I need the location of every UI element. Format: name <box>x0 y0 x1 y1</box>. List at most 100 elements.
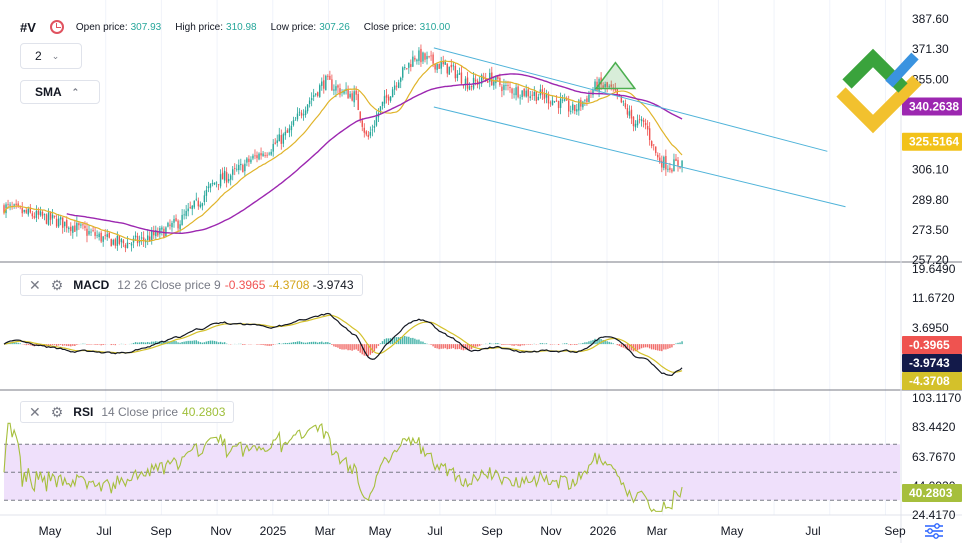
macd-hist-bar <box>387 338 390 345</box>
candle-body <box>485 78 487 80</box>
macd-hist-bar <box>175 341 177 345</box>
candle-body <box>359 111 361 120</box>
candle-body <box>258 153 260 160</box>
candle-body <box>104 234 106 236</box>
candle-body <box>130 243 133 246</box>
candle-body <box>671 169 673 172</box>
open-value: 307.93 <box>130 21 162 33</box>
macd-hist-bar <box>25 344 27 346</box>
macd-hist-bar <box>383 339 386 345</box>
macd-hist-bar <box>256 344 258 345</box>
macd-hist-bar <box>76 344 78 345</box>
macd-hist-bar <box>59 344 62 345</box>
candle-body <box>45 214 48 224</box>
candle-body <box>353 91 355 103</box>
macd-hist-bar <box>377 344 380 346</box>
macd-hist-bar <box>173 340 175 345</box>
candle-body <box>187 208 189 212</box>
clock-icon[interactable] <box>49 20 64 34</box>
macd-hist-bar <box>302 342 305 345</box>
candle-body <box>61 217 64 228</box>
macd-legend: ✕ ⚙ MACD 12 26 Close price 9 -0.3965 -4.… <box>20 274 363 296</box>
candle-body <box>29 207 32 213</box>
macd-hist-bar <box>661 344 663 352</box>
gear-icon[interactable]: ⚙ <box>50 403 64 420</box>
macd-hist-bar <box>667 344 669 349</box>
macd-hist-bar <box>642 344 645 348</box>
candle-body <box>284 131 287 136</box>
candle-body <box>236 168 238 170</box>
macd-hist-bar <box>622 344 625 348</box>
macd-hist-bar <box>416 339 418 345</box>
candle-body <box>153 231 155 236</box>
macd-hist-bar <box>650 344 653 350</box>
macd-hist-bar <box>185 341 187 345</box>
macd-hist-bar <box>300 341 303 345</box>
macd-hist-bar <box>519 344 521 347</box>
candle-body <box>238 164 240 171</box>
macd-hist-bar <box>460 344 463 350</box>
candle-body <box>655 146 657 154</box>
time-tick-label: Jul <box>427 524 442 538</box>
gear-icon[interactable]: ⚙ <box>50 276 64 293</box>
candle-body <box>203 195 206 203</box>
close-icon[interactable]: ✕ <box>29 403 41 420</box>
macd-hist-bar <box>523 344 525 346</box>
candle-body <box>669 167 671 170</box>
candle-body <box>317 92 319 96</box>
candle-body <box>88 231 90 235</box>
macd-hist-bar <box>580 343 582 345</box>
candle-body <box>112 239 115 245</box>
candle-body <box>614 88 616 91</box>
interval-selector[interactable]: 2 ⌄ <box>20 43 82 69</box>
candle-body <box>400 77 402 82</box>
macd-hist-bar <box>367 344 370 357</box>
sliders-icon[interactable] <box>924 522 944 540</box>
macd-hist-bar <box>412 337 414 345</box>
macd-hist-bar <box>49 344 52 346</box>
candle-body <box>537 96 540 101</box>
macd-hist-bar <box>406 336 408 345</box>
rsi-name: RSI <box>73 405 94 419</box>
time-tick-label: 2025 <box>260 524 287 538</box>
macd-hist-bar <box>620 344 623 348</box>
candle-body <box>244 163 246 172</box>
candle-body <box>35 210 38 218</box>
macd-hist-bar <box>242 344 244 345</box>
macd-hist-bar <box>418 339 420 345</box>
candle-body <box>442 61 444 65</box>
candle-body <box>191 205 193 210</box>
macd-hist-bar <box>349 344 351 351</box>
candle-body <box>181 214 183 226</box>
macd-hist-bar <box>655 344 657 351</box>
macd-hist-bar <box>321 341 323 345</box>
macd-hist-bar <box>365 344 368 357</box>
price-tick-label: 371.30 <box>912 42 949 56</box>
macd-hist-bar <box>221 342 224 345</box>
candle-body <box>446 63 448 74</box>
price-tick-label: 289.80 <box>912 193 949 207</box>
symbol-label[interactable]: #V <box>20 19 36 35</box>
macd-hist-bar <box>319 341 321 345</box>
candle-body <box>17 203 19 206</box>
macd-hist-bar <box>13 342 15 345</box>
macd-hist-bar <box>66 344 68 346</box>
macd-hist-bar <box>408 336 410 345</box>
candle-body <box>410 64 412 67</box>
time-tick-label: Nov <box>540 524 561 538</box>
macd-hist-bar <box>545 343 548 345</box>
candle-body <box>452 65 455 67</box>
macd-value-badge-bg <box>902 336 962 354</box>
candle-body <box>53 215 56 217</box>
close-icon[interactable]: ✕ <box>29 276 41 293</box>
macd-hist-bar <box>86 344 88 345</box>
macd-hist-bar <box>495 343 497 345</box>
candle-body <box>21 208 23 214</box>
sma-indicator-chip[interactable]: SMA ⌃ <box>20 80 100 104</box>
candle-body <box>333 89 335 91</box>
macd-hist-bar <box>424 343 426 345</box>
candle-body <box>102 236 104 242</box>
macd-hist-bar <box>205 341 208 345</box>
macd-hist-bar <box>341 344 343 350</box>
